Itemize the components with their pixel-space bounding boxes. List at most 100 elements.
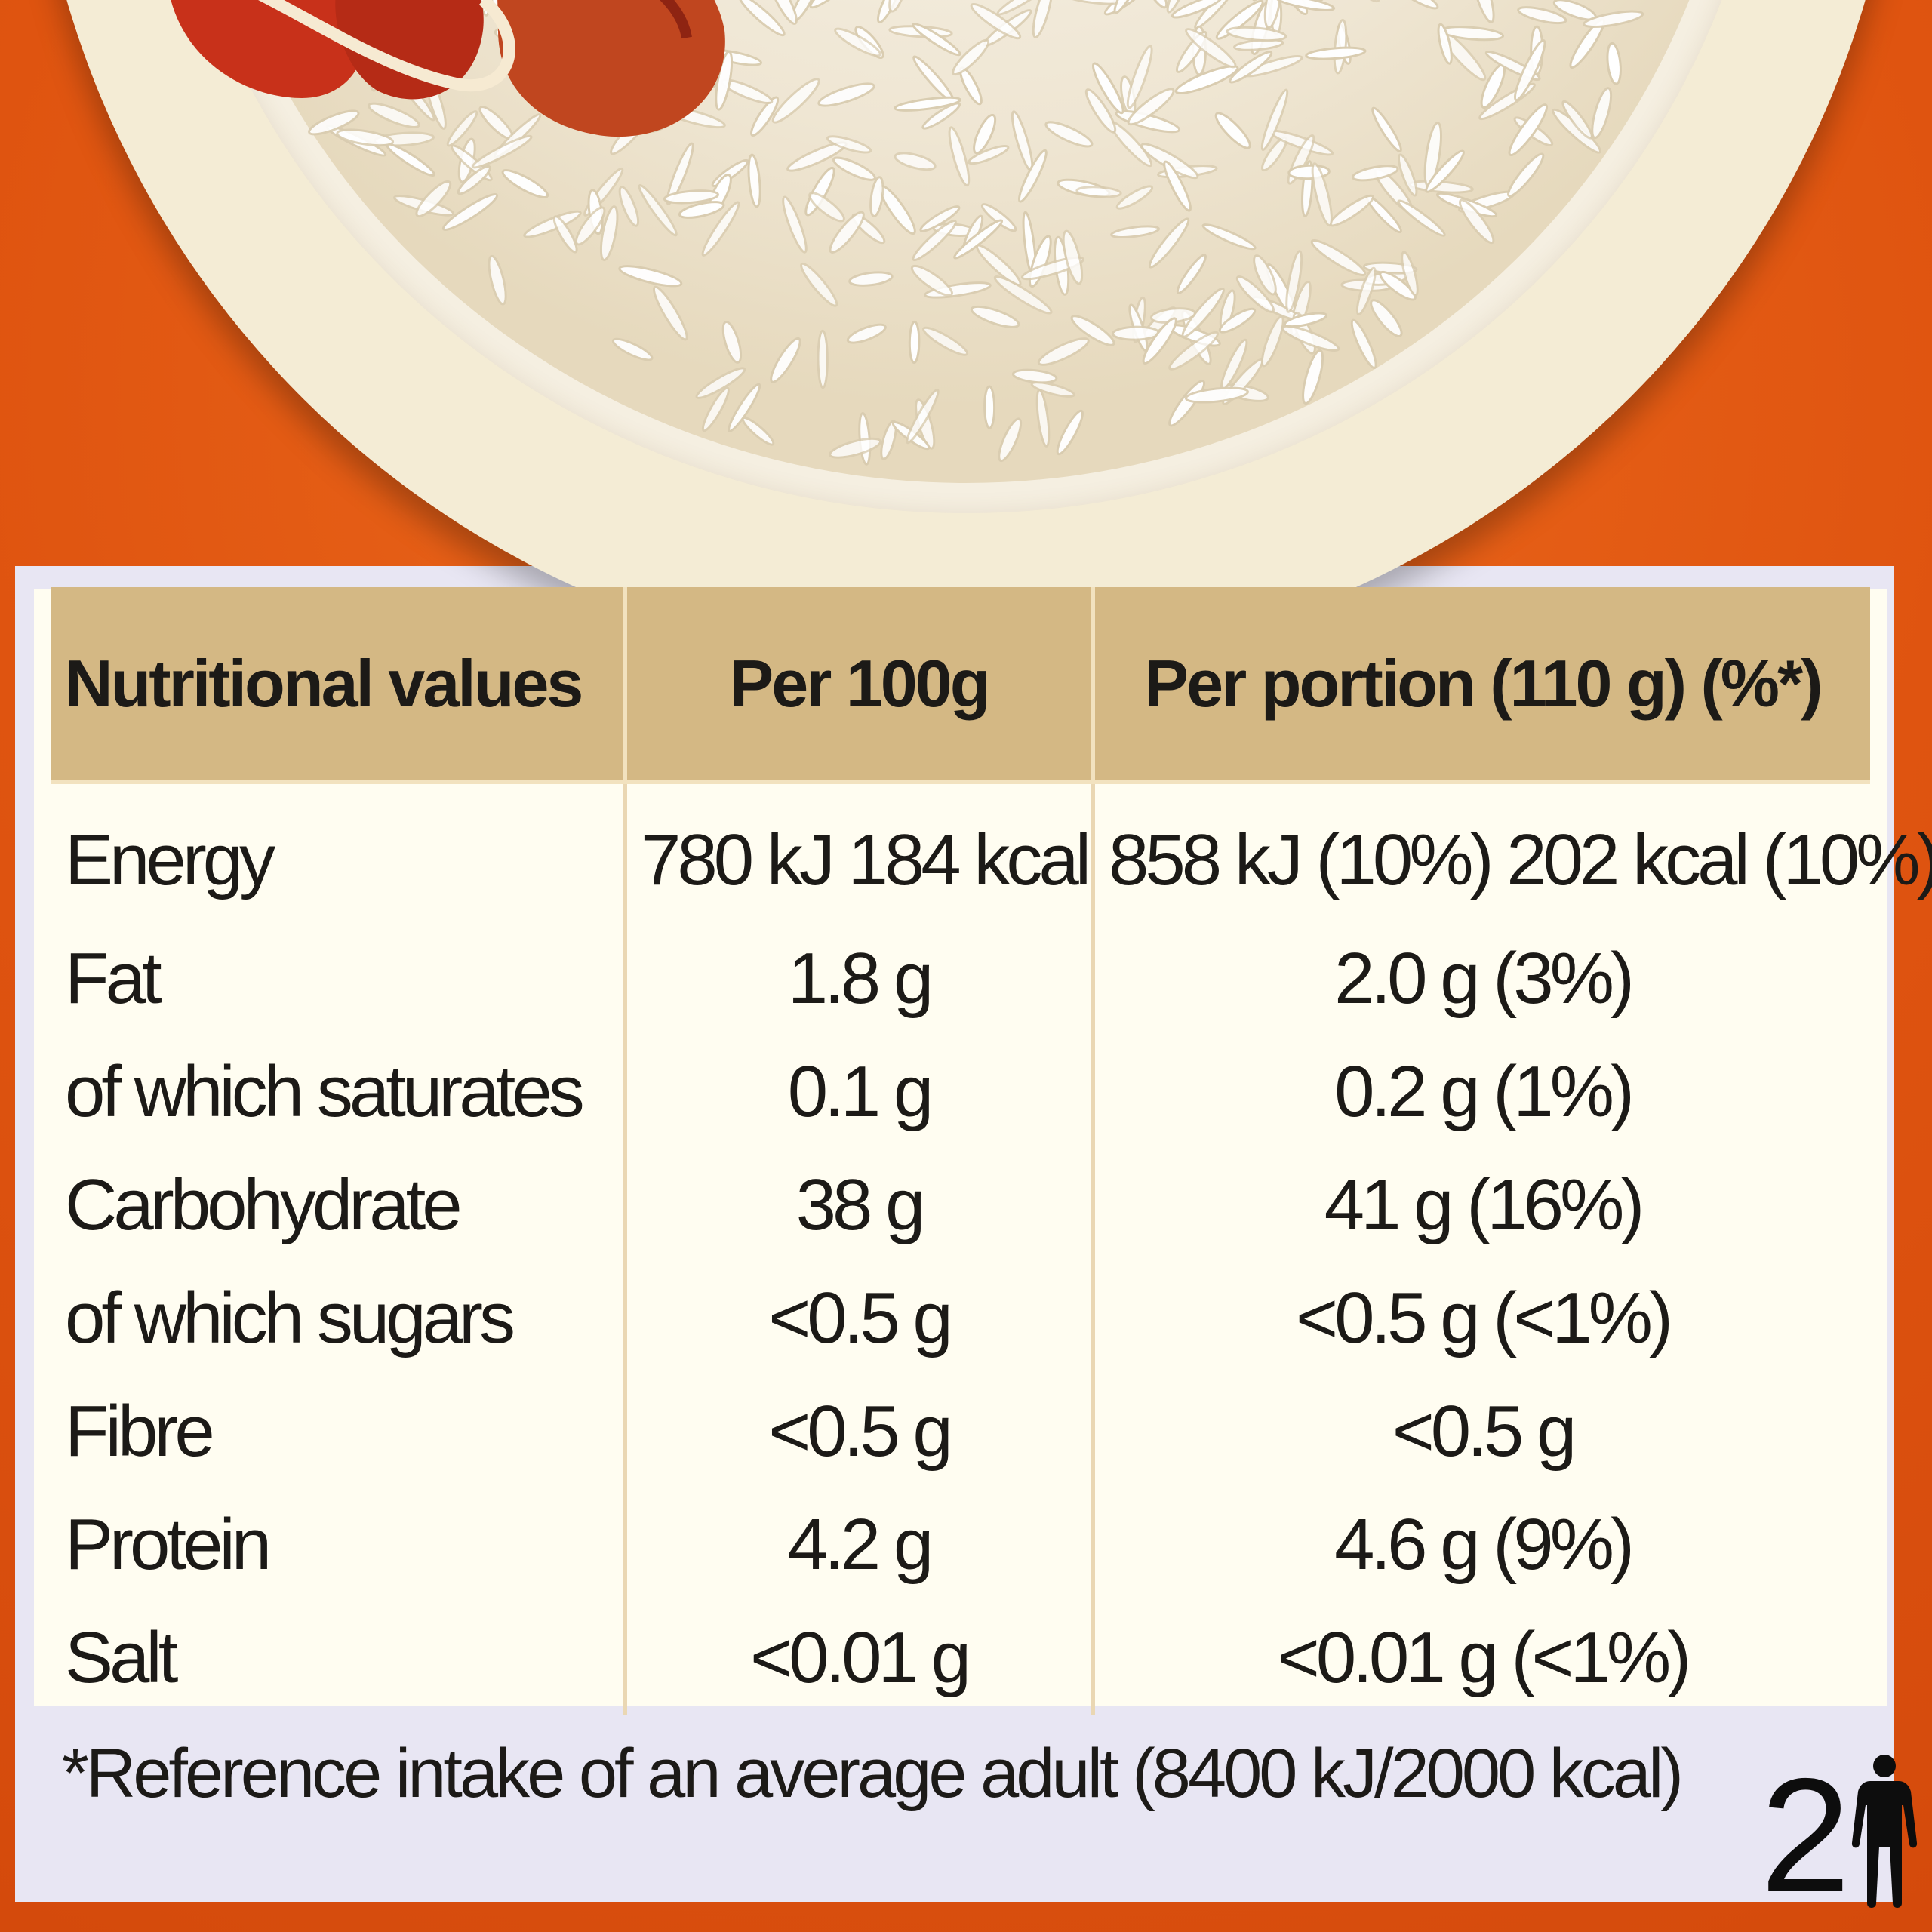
rice-grain [574,206,606,246]
rice-grain [638,183,678,237]
rice-grain [1011,368,1058,384]
rice-grain [611,337,654,361]
nutrient-name: Carbohydrate [51,1149,627,1262]
rice-grain [829,437,882,459]
rice-grain [501,169,549,198]
rice-grain [1561,100,1593,140]
nutrient-name: Protein [51,1488,627,1601]
rice-grain [808,192,845,223]
table-row: of which sugars <0.5 g <0.5 g (<1%) [51,1262,1870,1375]
rice-grain [993,275,1053,315]
table-row: Protein 4.2 g 4.6 g (9%) [51,1488,1870,1601]
rice-grain [973,113,997,155]
rice-grain [998,417,1023,463]
rice-grain [809,0,863,9]
rice-grain [1218,307,1257,334]
table-row: Fat 1.8 g 2.0 g (3%) [51,922,1870,1035]
rice-grain [1142,0,1168,9]
rice-grain [1171,0,1223,19]
rice-grain [471,134,533,169]
rice-grain [829,211,865,254]
per-100g-value: <0.5 g [625,1375,1095,1488]
rice-grain [1084,88,1117,134]
rice-grain [817,82,875,107]
per-100g-value: 0.1 g [625,1035,1095,1149]
rice-grain [894,152,937,171]
per-portion-value: 2.0 g (3%) [1334,938,1635,1019]
rice-grain [1091,62,1124,115]
per-100g-value: <0.5 g [625,1262,1095,1375]
rice-grain [1379,270,1417,301]
rice-grain [1311,162,1333,227]
per-portion-value: 0.2 g (1%) [1334,1051,1635,1132]
rice-grain [1310,239,1367,276]
servings-count: 2 [1760,1744,1850,1926]
rice-grain [441,192,499,232]
rice-grain [1371,106,1402,153]
rice-plate-image [30,0,1902,672]
person-icon [1851,1755,1918,1908]
rice-grain [1044,121,1094,148]
rice-grain [738,0,786,37]
rice-grain [1112,325,1160,341]
rice-grain [1127,88,1175,126]
rice-grain [1017,149,1048,203]
rice-grain [1425,149,1465,193]
rice-grain [1401,251,1419,297]
rice-grain [728,383,761,432]
tomato-sauce-garnish [171,0,725,137]
servings-indicator: 2 [1760,1744,1918,1926]
rice-grain [618,186,640,227]
rice-grain [1397,153,1418,197]
per-portion-value: 858 kJ (10%) 202 kcal (10%) [1109,819,1932,900]
rice-grain [1070,315,1115,346]
rice-grain [1030,381,1075,398]
rice-grain [910,264,953,297]
rice-grain [1035,389,1051,448]
rice-grain [846,323,887,344]
rice-grain [771,78,820,124]
table-header-row: Nutritional values Per 100g Per portion … [51,587,1870,784]
per-100g-value: 38 g [625,1149,1095,1262]
rice-grain [919,205,961,232]
rice-grain [848,271,894,287]
rice-grain [921,102,961,130]
nutrient-name: of which sugars [51,1262,627,1375]
table-row: Fibre <0.5 g <0.5 g [51,1375,1870,1488]
rice-grain [1517,6,1567,25]
rice-grain [1591,87,1613,140]
rice-grain [800,262,838,307]
rice-grain [817,329,829,389]
per-100g-value: 4.2 g [625,1488,1095,1601]
rice-grain [983,385,996,429]
rice-grains-image [171,0,1690,483]
rice-grain [906,388,940,445]
rice-grain [869,176,884,217]
rice-grain [948,126,971,187]
rice-grain [1285,250,1303,313]
rice-grain [666,142,694,205]
rice-grain [1075,186,1122,198]
rice-grain [1513,38,1546,102]
rice-grain [747,153,761,208]
rice-grain [832,156,876,181]
rice-grain [1126,45,1153,109]
rice-grain [488,254,507,306]
rice-grain [826,135,872,154]
rice-grain [308,109,360,136]
per-portion-value: <0.01 g (<1%) [1277,1617,1691,1698]
rice-grain [599,205,619,262]
rice-grain [1184,386,1249,404]
reference-intake-footnote: *Reference intake of an average adult (8… [62,1735,1684,1812]
rice-grain [715,50,734,111]
rice-grain [1229,51,1273,84]
rice-grain [523,210,582,238]
rice-grain [768,0,798,25]
rice-grain [1226,26,1287,42]
rice-grain [1142,317,1177,365]
per-portion-value: <0.5 g [1392,1391,1577,1472]
rice-grain [1056,409,1084,456]
rice-grain [894,96,961,112]
per-100g-value: 1.8 g [625,922,1095,1035]
table-row: Energy 780 kJ 184 kcal 858 kJ (10%) 202 … [51,782,1932,922]
